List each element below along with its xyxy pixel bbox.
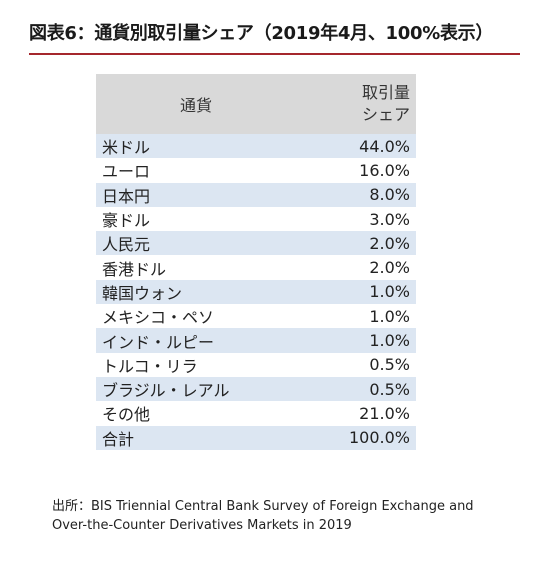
currency-name-cell: 日本円 xyxy=(96,182,296,207)
share-value-cell: 1.0% xyxy=(296,279,416,305)
header-share-line-2: シェア xyxy=(361,105,410,124)
currency-name-cell: ユーロ xyxy=(96,158,296,183)
table-row: メキシコ・ペソ 1.0% xyxy=(96,304,416,329)
table-row: 合計 100.0% xyxy=(96,425,416,450)
table-row: ブラジル・レアル 0.5% xyxy=(96,376,416,402)
chart-title: 図表6：通貨別取引量シェア（2019年4月、100%表示） xyxy=(29,23,494,44)
table-row: 人民元 2.0% xyxy=(96,231,416,256)
currency-name-cell: その他 xyxy=(96,401,296,426)
share-value-cell: 0.5% xyxy=(296,376,416,402)
table-row: 日本円 8.0% xyxy=(96,182,416,207)
source-line-1: 出所：BIS Triennial Central Bank Survey of … xyxy=(52,499,474,514)
currency-share-table: 通貨 取引量 シェア 米ドル 44.0% ユーロ 16.0% 日本円 8.0% 豪ドル 3.0… xyxy=(96,74,416,450)
header-share-line-1: 取引量 xyxy=(361,83,410,102)
header-currency: 通貨 xyxy=(96,74,296,134)
share-value-cell: 0.5% xyxy=(296,352,416,377)
currency-name-cell: トルコ・リラ xyxy=(96,352,296,377)
currency-name-cell: 米ドル xyxy=(96,134,296,159)
table-row: ユーロ 16.0% xyxy=(96,158,416,183)
currency-name-cell: ブラジル・レアル xyxy=(96,376,296,402)
table-row: 韓国ウォン 1.0% xyxy=(96,279,416,305)
table-row: トルコ・リラ 0.5% xyxy=(96,352,416,377)
share-value-cell: 16.0% xyxy=(296,158,416,183)
share-value-cell: 2.0% xyxy=(296,231,416,256)
currency-name-cell: 韓国ウォン xyxy=(96,279,296,305)
source-line-2: Over-the-Counter Derivatives Markets in … xyxy=(52,518,352,533)
table-row: インド・ルピー 1.0% xyxy=(96,328,416,353)
share-value-cell: 100.0% xyxy=(296,425,416,450)
share-value-cell: 44.0% xyxy=(296,134,416,159)
table-row: 米ドル 44.0% xyxy=(96,134,416,159)
table-body: 米ドル 44.0% ユーロ 16.0% 日本円 8.0% 豪ドル 3.0% 人民元 2.0% 香港ド… xyxy=(96,134,416,450)
table-row: 豪ドル 3.0% xyxy=(96,206,416,232)
share-value-cell: 3.0% xyxy=(296,206,416,232)
currency-name-cell: 人民元 xyxy=(96,231,296,256)
table-row: 香港ドル 2.0% xyxy=(96,255,416,280)
currency-name-cell: メキシコ・ペソ xyxy=(96,304,296,329)
source-note: 出所：BIS Triennial Central Bank Survey of … xyxy=(52,497,522,535)
currency-name-cell: 香港ドル xyxy=(96,255,296,280)
share-value-cell: 1.0% xyxy=(296,328,416,353)
currency-name-cell: 合計 xyxy=(96,425,296,450)
table-row: その他 21.0% xyxy=(96,401,416,426)
currency-name-cell: インド・ルピー xyxy=(96,328,296,353)
share-value-cell: 2.0% xyxy=(296,255,416,280)
header-share: 取引量 シェア xyxy=(296,74,416,134)
share-value-cell: 21.0% xyxy=(296,401,416,426)
title-rule xyxy=(29,53,520,55)
share-value-cell: 8.0% xyxy=(296,182,416,207)
currency-name-cell: 豪ドル xyxy=(96,206,296,232)
share-value-cell: 1.0% xyxy=(296,304,416,329)
table-header-row: 通貨 取引量 シェア xyxy=(96,74,416,134)
